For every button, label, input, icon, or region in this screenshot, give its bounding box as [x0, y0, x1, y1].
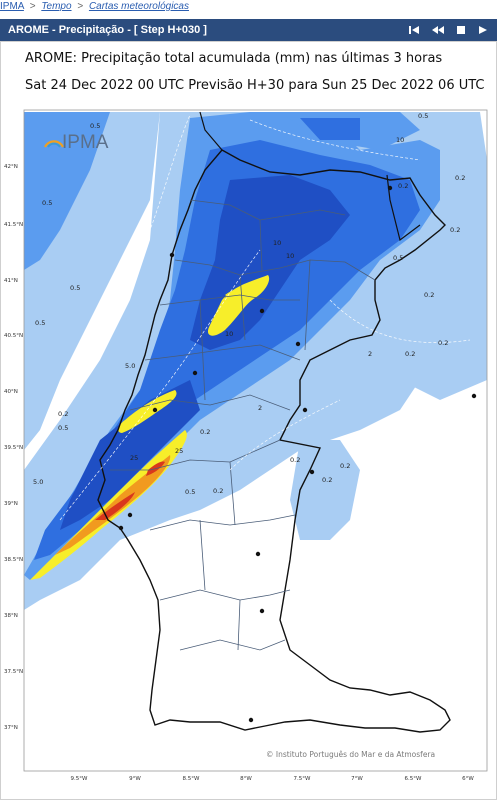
- contour-lines: [39, 114, 471, 521]
- city-dot: [259, 308, 265, 314]
- lat-label: 40°N: [4, 389, 18, 395]
- first-icon[interactable]: [404, 19, 424, 41]
- contour-label: 0.5: [418, 112, 428, 120]
- city-dot: [255, 551, 261, 557]
- ipma-logo: IPMA: [44, 132, 109, 153]
- breadcrumb-link-tempo[interactable]: Tempo: [41, 1, 72, 12]
- contour-label: 25: [130, 454, 138, 462]
- lon-label: 7°W: [351, 776, 363, 782]
- contour-label: 10: [273, 239, 281, 247]
- lat-label: 39°N: [4, 501, 18, 507]
- portugal-coastline: [97, 149, 451, 733]
- contour-label: 0.2: [200, 428, 210, 436]
- contour-label: 0.2: [322, 476, 332, 484]
- breadcrumb-link-ipma[interactable]: IPMA: [0, 1, 24, 12]
- contour-label: 0.5: [185, 488, 195, 496]
- previous-icon[interactable]: [427, 19, 447, 41]
- lat-label: 38.5°N: [4, 557, 23, 563]
- lat-label: 38°N: [4, 613, 18, 619]
- contour-label: 0.2: [424, 291, 434, 299]
- city-dot: [152, 407, 158, 413]
- contour-label: 10: [225, 330, 233, 338]
- contour-label: 0.5: [42, 199, 52, 207]
- lon-label: 6.5°W: [405, 776, 422, 782]
- city-dot: [127, 512, 133, 518]
- contour-label: 0.2: [455, 174, 465, 182]
- stop-icon[interactable]: [451, 19, 471, 41]
- contour-label: 0.5: [35, 319, 45, 327]
- city-dot: [259, 608, 265, 614]
- contour-label: 0.2: [405, 350, 415, 358]
- city-dot: [192, 370, 198, 376]
- contour-label: 10: [396, 136, 404, 144]
- lat-label: 39.5°N: [4, 445, 23, 451]
- map-title: AROME: Precipitação total acumulada (mm)…: [25, 51, 443, 66]
- latitude-labels: 42°N 41.5°N 41°N 40.5°N 40°N 39.5°N 39°N…: [4, 164, 23, 731]
- panel-title: AROME - Precipitação - [ Step H+030 ]: [8, 24, 207, 36]
- next-icon[interactable]: [473, 19, 493, 41]
- lat-label: 41.5°N: [4, 222, 23, 228]
- contour-label: 10: [286, 252, 294, 260]
- city-dot: [118, 525, 124, 531]
- city-dot: [387, 185, 393, 191]
- contour-label: 0.2: [450, 226, 460, 234]
- breadcrumb-link-cartas[interactable]: Cartas meteorológicas: [88, 1, 189, 12]
- contour-label: 2: [258, 404, 262, 412]
- contour-label: 0.5: [90, 122, 100, 130]
- lon-label: 9.5°W: [71, 776, 88, 782]
- map-border: [23, 109, 488, 772]
- contour-label: 25: [175, 447, 183, 455]
- city-markers: [118, 185, 477, 723]
- breadcrumb-separator: >: [77, 1, 84, 12]
- precipitation-orange: [55, 455, 171, 555]
- breadcrumb: IPMA > Tempo > Cartas meteorológicas: [0, 0, 497, 14]
- lat-label: 41°N: [4, 278, 18, 284]
- city-dot: [169, 252, 175, 258]
- city-dot: [295, 341, 301, 347]
- lat-label: 37.5°N: [4, 669, 23, 675]
- lon-label: 7.5°W: [294, 776, 311, 782]
- lat-label: 42°N: [4, 164, 18, 170]
- contour-label: 0.5: [393, 254, 403, 262]
- contour-label: 5.0: [125, 362, 135, 370]
- panel-header: AROME - Precipitação - [ Step H+030 ]: [0, 19, 497, 41]
- contour-label: 0.5: [70, 284, 80, 292]
- city-dot: [309, 469, 315, 475]
- contour-label: 0.2: [290, 456, 300, 464]
- contour-label: 0.2: [58, 410, 68, 418]
- logo-arc-icon: [44, 140, 64, 148]
- contour-label: 5.0: [33, 478, 43, 486]
- city-dot: [471, 393, 477, 399]
- contour-label: 0.5: [58, 424, 68, 432]
- breadcrumb-separator: >: [29, 1, 36, 12]
- contour-label: 0.2: [213, 487, 223, 495]
- contour-label: 2: [368, 350, 372, 358]
- lon-label: 6°W: [462, 776, 474, 782]
- logo-arc-icon: [47, 142, 61, 148]
- lon-label: 9°W: [129, 776, 141, 782]
- logo-text: IPMA: [62, 132, 109, 153]
- lat-label: 37°N: [4, 725, 18, 731]
- lon-label: 8.5°W: [183, 776, 200, 782]
- contour-labels: 0.5 0.5 10 0.5 10 0.2 10 0.5 0.2 0.5 0.2…: [33, 112, 465, 496]
- city-dot: [248, 717, 254, 723]
- map-subtitle: Sat 24 Dec 2022 00 UTC Previsão H+30 par…: [25, 78, 485, 93]
- contour-label: 0.2: [340, 462, 350, 470]
- contour-label: 0.2: [398, 182, 408, 190]
- lon-label: 8°W: [240, 776, 252, 782]
- lat-label: 40.5°N: [4, 333, 23, 339]
- contour-label: 0.2: [438, 339, 448, 347]
- longitude-labels: 9.5°W 9°W 8.5°W 8°W 7.5°W 7°W 6.5°W 6°W: [71, 776, 475, 782]
- copyright-credit: © Instituto Português do Mar e da Atmosf…: [266, 750, 435, 759]
- city-dot: [302, 407, 308, 413]
